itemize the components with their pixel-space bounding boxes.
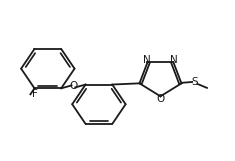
Text: S: S	[192, 77, 198, 87]
Text: O: O	[69, 81, 78, 91]
Text: N: N	[170, 55, 178, 65]
Text: O: O	[156, 94, 164, 104]
Text: N: N	[143, 55, 150, 65]
Text: F: F	[32, 89, 38, 99]
